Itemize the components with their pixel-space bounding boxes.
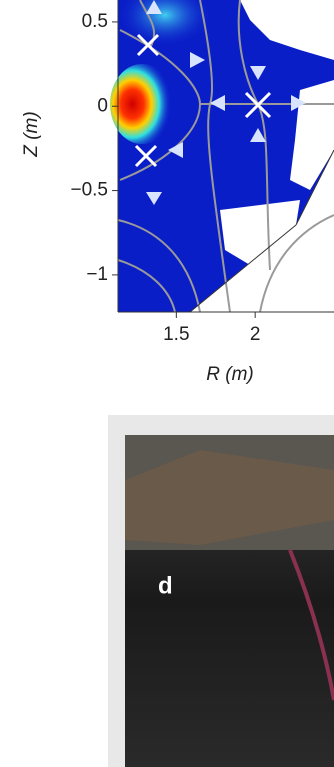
y-axis-label: Z (m) bbox=[21, 111, 42, 157]
field-blob bbox=[110, 64, 174, 144]
photo-panel: d bbox=[108, 415, 334, 767]
y-tick-label: 0 bbox=[97, 95, 108, 116]
y-tick-label: −1 bbox=[86, 264, 108, 285]
page: {"chart_data": {"type": "field", "xlabel… bbox=[0, 0, 334, 767]
y-tick-label: 0.5 bbox=[82, 11, 108, 32]
y-tick-label: −0.5 bbox=[70, 180, 108, 201]
figure: R (m) Z (m) 0.5 0 −0.5 −1 1.5 2 d bbox=[0, 0, 334, 767]
field-plot: R (m) Z (m) 0.5 0 −0.5 −1 1.5 2 bbox=[21, 0, 334, 385]
panel-label: d bbox=[158, 572, 173, 599]
x-tick-label: 2 bbox=[250, 324, 261, 345]
x-tick-label: 1.5 bbox=[163, 324, 189, 345]
x-axis-label: R (m) bbox=[206, 364, 253, 385]
